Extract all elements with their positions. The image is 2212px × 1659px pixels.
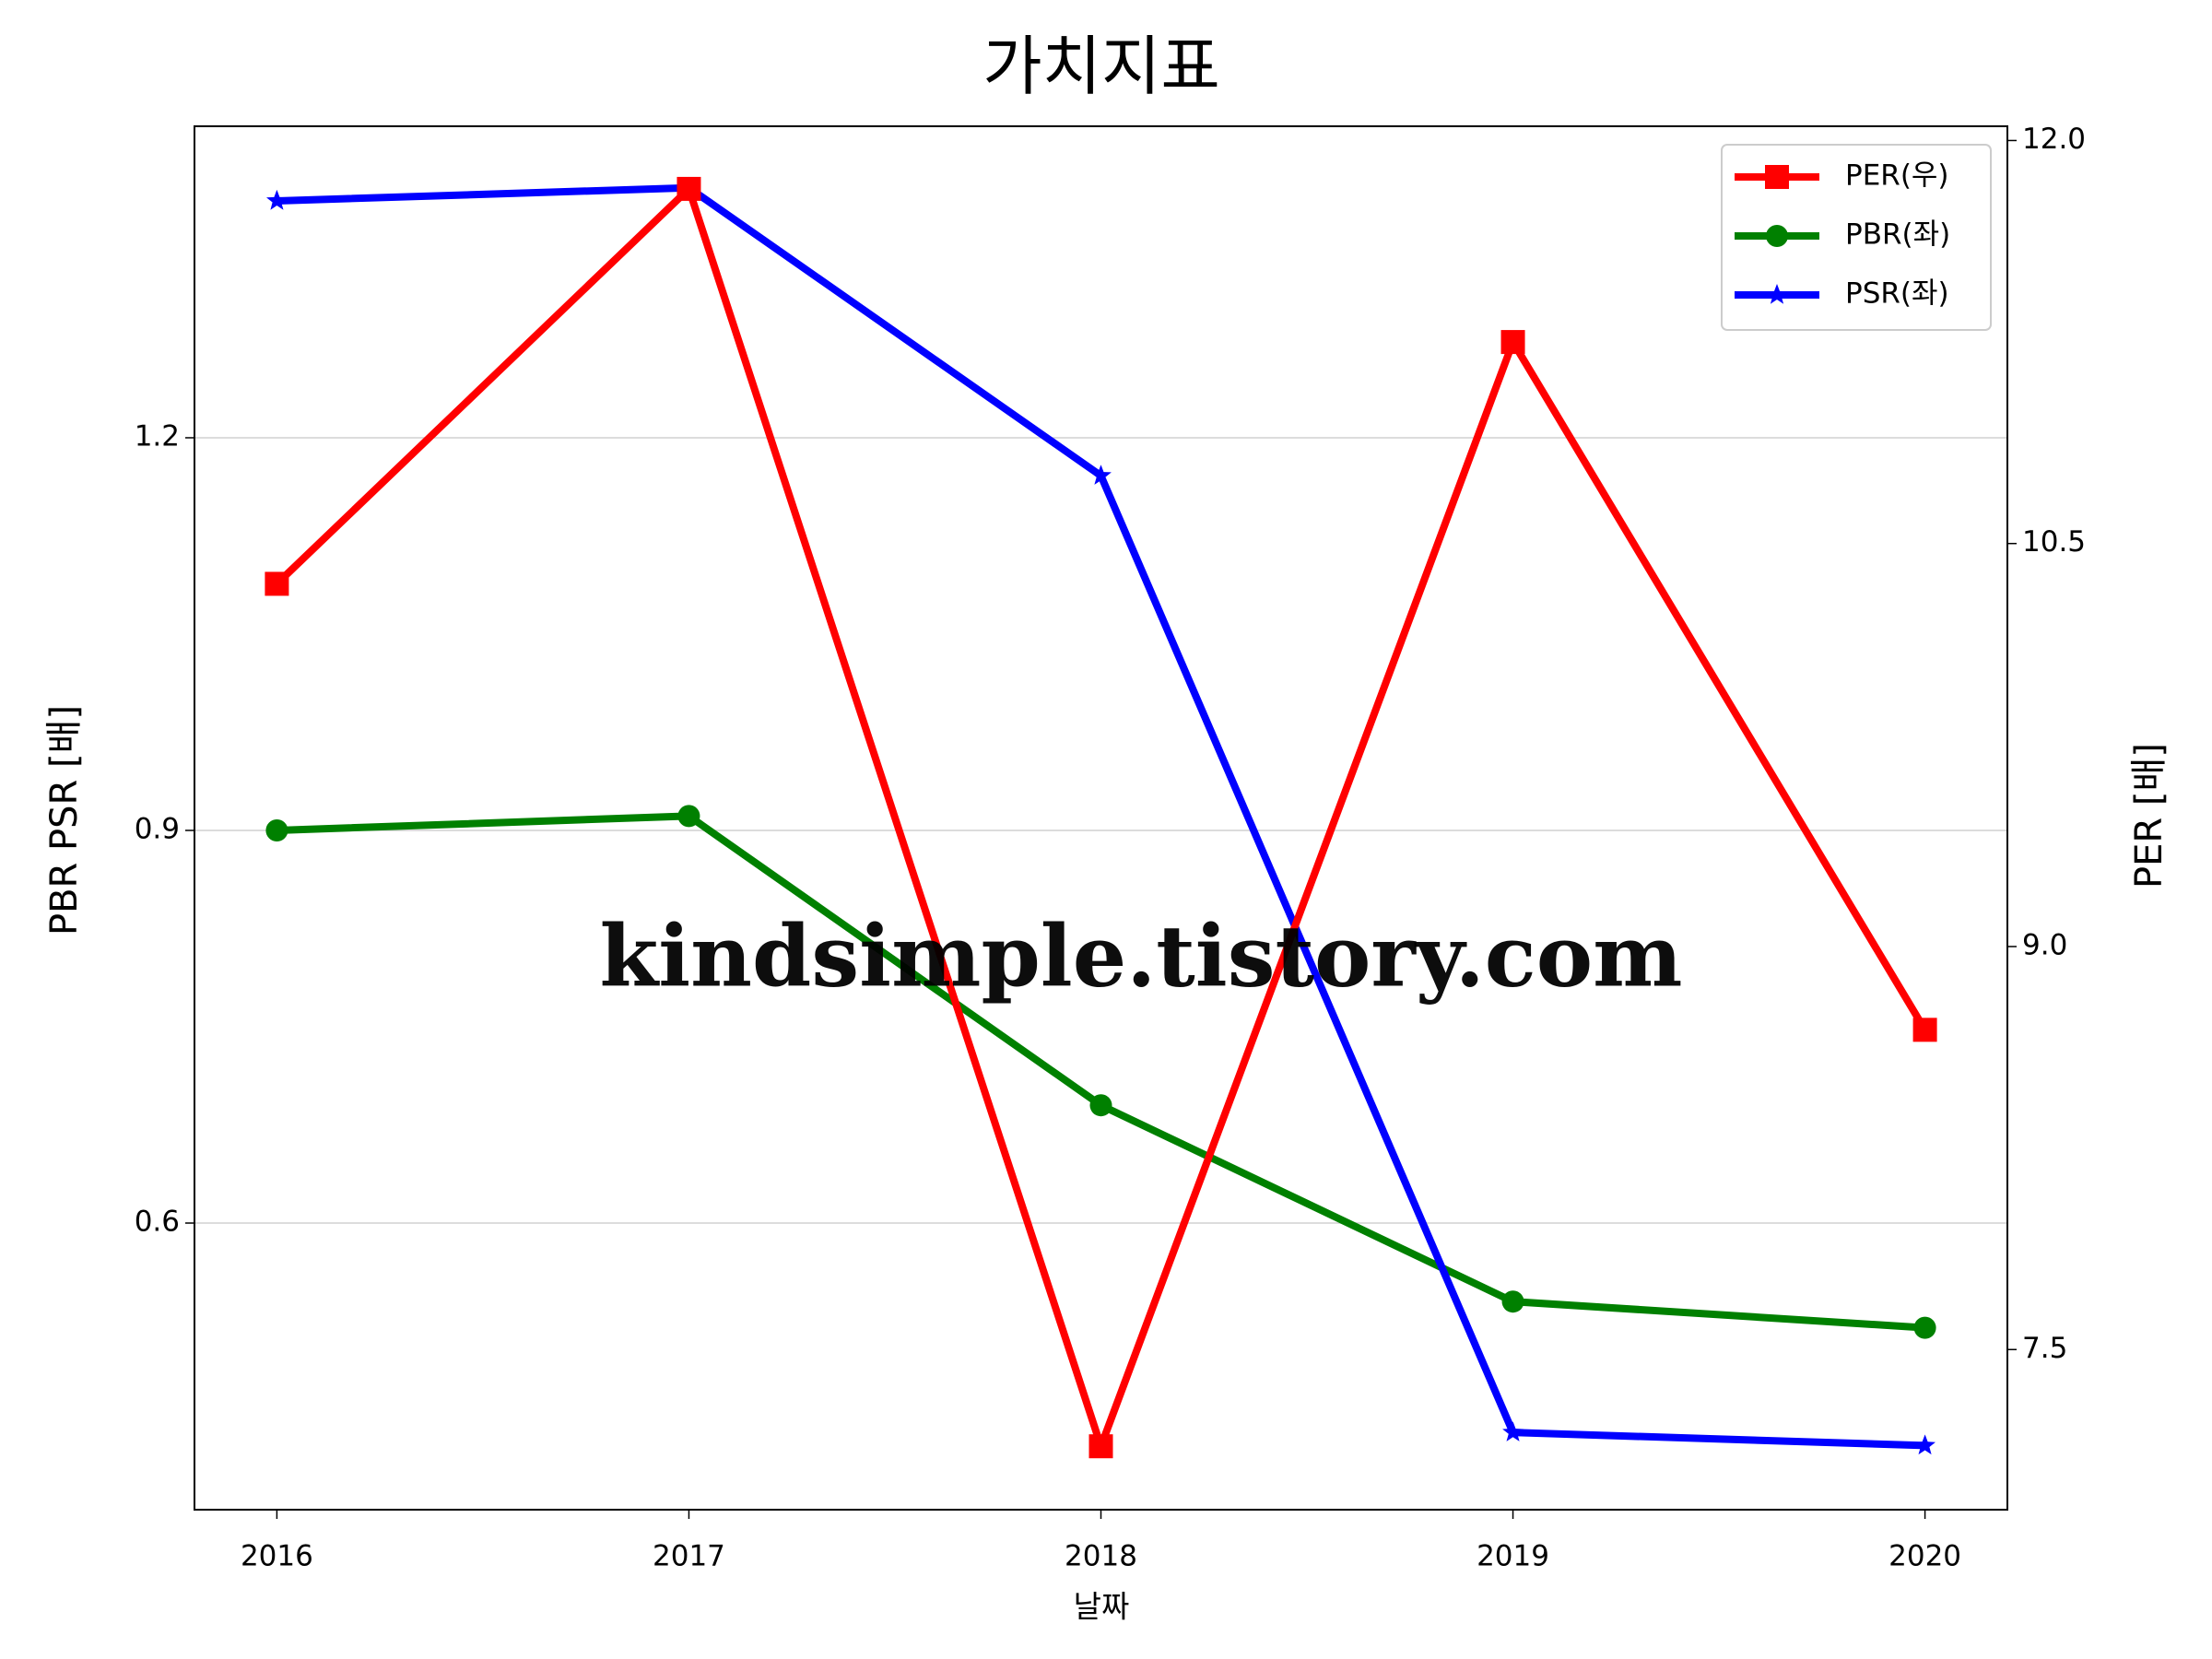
legend-marker: [1765, 165, 1789, 189]
data-point: [266, 189, 288, 210]
plot-frame: [194, 125, 2008, 1511]
data-point: [1912, 1018, 1937, 1042]
y2-tick-label: 9.0: [2022, 928, 2067, 961]
y2-tick-label: 7.5: [2022, 1332, 2067, 1365]
legend-label: PER(우): [1845, 159, 1949, 193]
y-tick-label: 0.6: [135, 1206, 180, 1239]
data-point: [677, 176, 701, 201]
chart-title: 가치지표: [982, 29, 1220, 104]
legend-marker: [1766, 284, 1788, 304]
series-line: [276, 812, 1925, 1332]
data-point: [1501, 1290, 1524, 1313]
x-tick-label: 2020: [1888, 1540, 1961, 1573]
x-tick-label: 2016: [241, 1540, 313, 1573]
data-point: [265, 818, 288, 841]
legend: PER(우) PBR(좌) PSR(좌): [1721, 144, 1992, 331]
y2-axis-label: PER [배]: [2128, 743, 2171, 888]
y-axis-label: PBR PSR [배]: [43, 705, 86, 935]
x-tick-label: 2017: [653, 1540, 725, 1573]
data-point: [1089, 1094, 1112, 1117]
legend-label: PBR(좌): [1845, 218, 1950, 252]
x-tick-label: 2019: [1477, 1540, 1549, 1573]
legend-marker: [1766, 225, 1788, 247]
data-point: [1088, 1434, 1113, 1459]
data-point: [1090, 465, 1112, 485]
data-point: [677, 805, 700, 828]
y2-tick-label: 12.0: [2022, 123, 2086, 156]
series-line: [276, 183, 1925, 1450]
watermark: kindsimple.tistory.com: [599, 907, 1682, 1006]
x-axis-label: 날짜: [1074, 1589, 1130, 1625]
legend-box: [1721, 144, 1992, 331]
data-point: [265, 571, 289, 596]
data-point: [1502, 1421, 1524, 1441]
y-tick-label: 0.9: [135, 812, 180, 845]
x-tick-label: 2018: [1065, 1540, 1137, 1573]
data-point: [1500, 330, 1525, 355]
data-point: [1913, 1316, 1936, 1339]
data-point: [1914, 1434, 1936, 1455]
y-tick-label: 1.2: [135, 419, 180, 453]
series-line: [274, 184, 1929, 1451]
legend-label: PSR(좌): [1845, 277, 1949, 311]
y2-tick-label: 10.5: [2022, 525, 2086, 559]
